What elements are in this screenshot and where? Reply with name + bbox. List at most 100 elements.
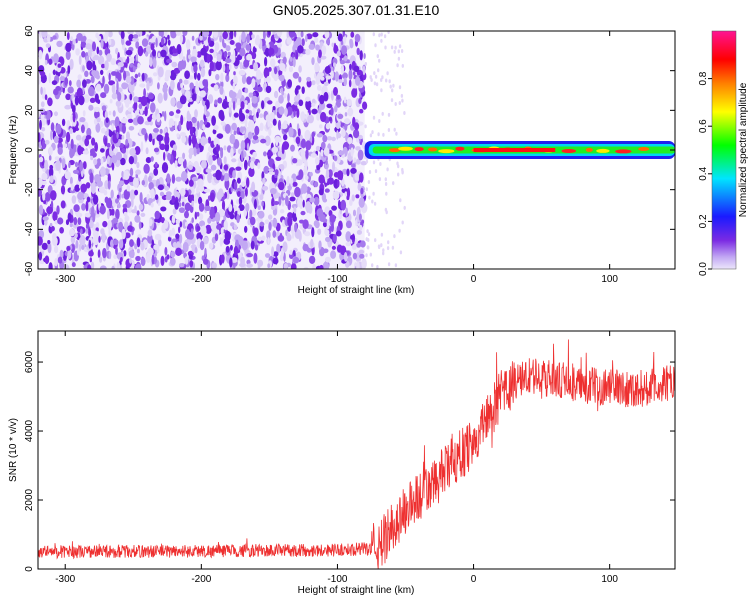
noise-speckle	[48, 58, 53, 65]
noise-speckle	[116, 81, 119, 92]
noise-speckle	[106, 53, 112, 62]
noise-speckle	[175, 233, 180, 239]
noise-speckle	[134, 215, 141, 223]
noise-speckle	[195, 143, 200, 149]
noise-speckle	[384, 177, 387, 182]
noise-speckle	[50, 190, 57, 201]
noise-speckle	[44, 59, 48, 66]
noise-speckle	[336, 179, 340, 188]
signal-peak-strong	[473, 148, 556, 152]
noise-speckle	[278, 63, 286, 72]
noise-speckle	[68, 143, 71, 151]
noise-speckle	[55, 160, 61, 172]
noise-speckle	[115, 198, 119, 204]
noise-speckle	[233, 245, 239, 256]
noise-speckle	[179, 233, 183, 244]
noise-speckle	[239, 61, 243, 70]
noise-speckle	[88, 86, 95, 97]
noise-speckle	[373, 81, 377, 86]
noise-speckle	[45, 43, 51, 48]
noise-speckle	[106, 126, 109, 137]
noise-speckle	[360, 161, 367, 166]
noise-speckle	[253, 199, 257, 210]
noise-speckle	[295, 85, 301, 90]
noise-speckle	[125, 138, 129, 146]
spectrogram-ytick-label: -20	[24, 182, 35, 197]
noise-speckle	[129, 63, 134, 68]
noise-speckle	[92, 230, 99, 238]
noise-speckle	[282, 241, 288, 253]
noise-speckle	[144, 120, 151, 126]
colorbar: 0.0 0.2 0.4 0.6 0.8 Normalized spectral ampl…	[698, 30, 749, 276]
noise-speckle	[249, 216, 256, 226]
noise-speckle	[64, 104, 72, 110]
noise-speckle	[331, 245, 336, 250]
signal-peak	[388, 148, 401, 153]
noise-speckle	[265, 114, 272, 122]
noise-speckle	[291, 203, 298, 209]
noise-speckle	[245, 44, 251, 51]
noise-speckle	[202, 79, 208, 87]
noise-speckle	[320, 141, 326, 150]
noise-speckle	[352, 209, 357, 217]
signal-peak	[398, 146, 413, 151]
noise-speckle	[50, 225, 55, 232]
noise-speckle	[235, 42, 242, 48]
noise-speckle	[259, 113, 264, 118]
noise-speckle	[253, 62, 259, 72]
noise-speckle	[43, 111, 48, 116]
noise-speckle	[156, 134, 164, 142]
noise-speckle	[61, 158, 66, 169]
noise-speckle	[289, 253, 294, 259]
noise-speckle	[393, 127, 396, 132]
noise-speckle	[204, 205, 211, 211]
noise-speckle	[384, 45, 387, 50]
noise-speckle	[176, 133, 180, 138]
noise-speckle	[278, 106, 285, 115]
noise-speckle	[353, 157, 357, 163]
noise-speckle	[49, 222, 53, 228]
noise-speckle	[135, 263, 142, 269]
noise-speckle	[123, 189, 130, 200]
noise-speckle	[305, 140, 312, 151]
noise-speckle	[257, 205, 261, 210]
noise-speckle	[205, 168, 212, 173]
noise-speckle	[300, 111, 306, 122]
noise-speckle	[87, 264, 92, 269]
noise-speckle	[311, 131, 316, 138]
noise-speckle	[94, 174, 101, 183]
noise-speckle	[69, 58, 74, 70]
noise-speckle	[194, 246, 198, 254]
noise-speckle	[305, 201, 312, 213]
noise-speckle	[324, 256, 331, 263]
noise-speckle	[357, 134, 363, 140]
colorbar-label: Normalized spectral amplitude	[738, 82, 749, 217]
noise-speckle	[69, 128, 74, 134]
noise-speckle	[108, 227, 112, 237]
noise-speckle	[181, 201, 185, 207]
noise-speckle	[354, 33, 361, 43]
noise-speckle	[49, 164, 54, 170]
noise-speckle	[386, 246, 390, 251]
noise-speckle	[256, 111, 259, 119]
noise-speckle	[194, 109, 198, 118]
noise-speckle	[71, 262, 76, 268]
noise-speckle	[76, 33, 83, 41]
noise-speckle	[76, 79, 82, 88]
noise-speckle	[200, 136, 207, 147]
noise-speckle	[67, 65, 71, 75]
noise-speckle	[84, 70, 89, 78]
noise-speckle	[353, 129, 360, 139]
noise-speckle	[257, 162, 261, 170]
noise-speckle	[222, 37, 225, 47]
noise-speckle	[129, 148, 136, 157]
noise-speckle	[134, 73, 139, 79]
noise-speckle	[170, 250, 176, 258]
noise-speckle	[212, 31, 219, 38]
noise-speckle	[248, 167, 255, 178]
noise-speckle	[308, 43, 315, 50]
noise-speckle	[109, 120, 117, 126]
noise-speckle	[174, 199, 180, 210]
noise-speckle	[204, 247, 207, 257]
noise-speckle	[66, 32, 70, 40]
